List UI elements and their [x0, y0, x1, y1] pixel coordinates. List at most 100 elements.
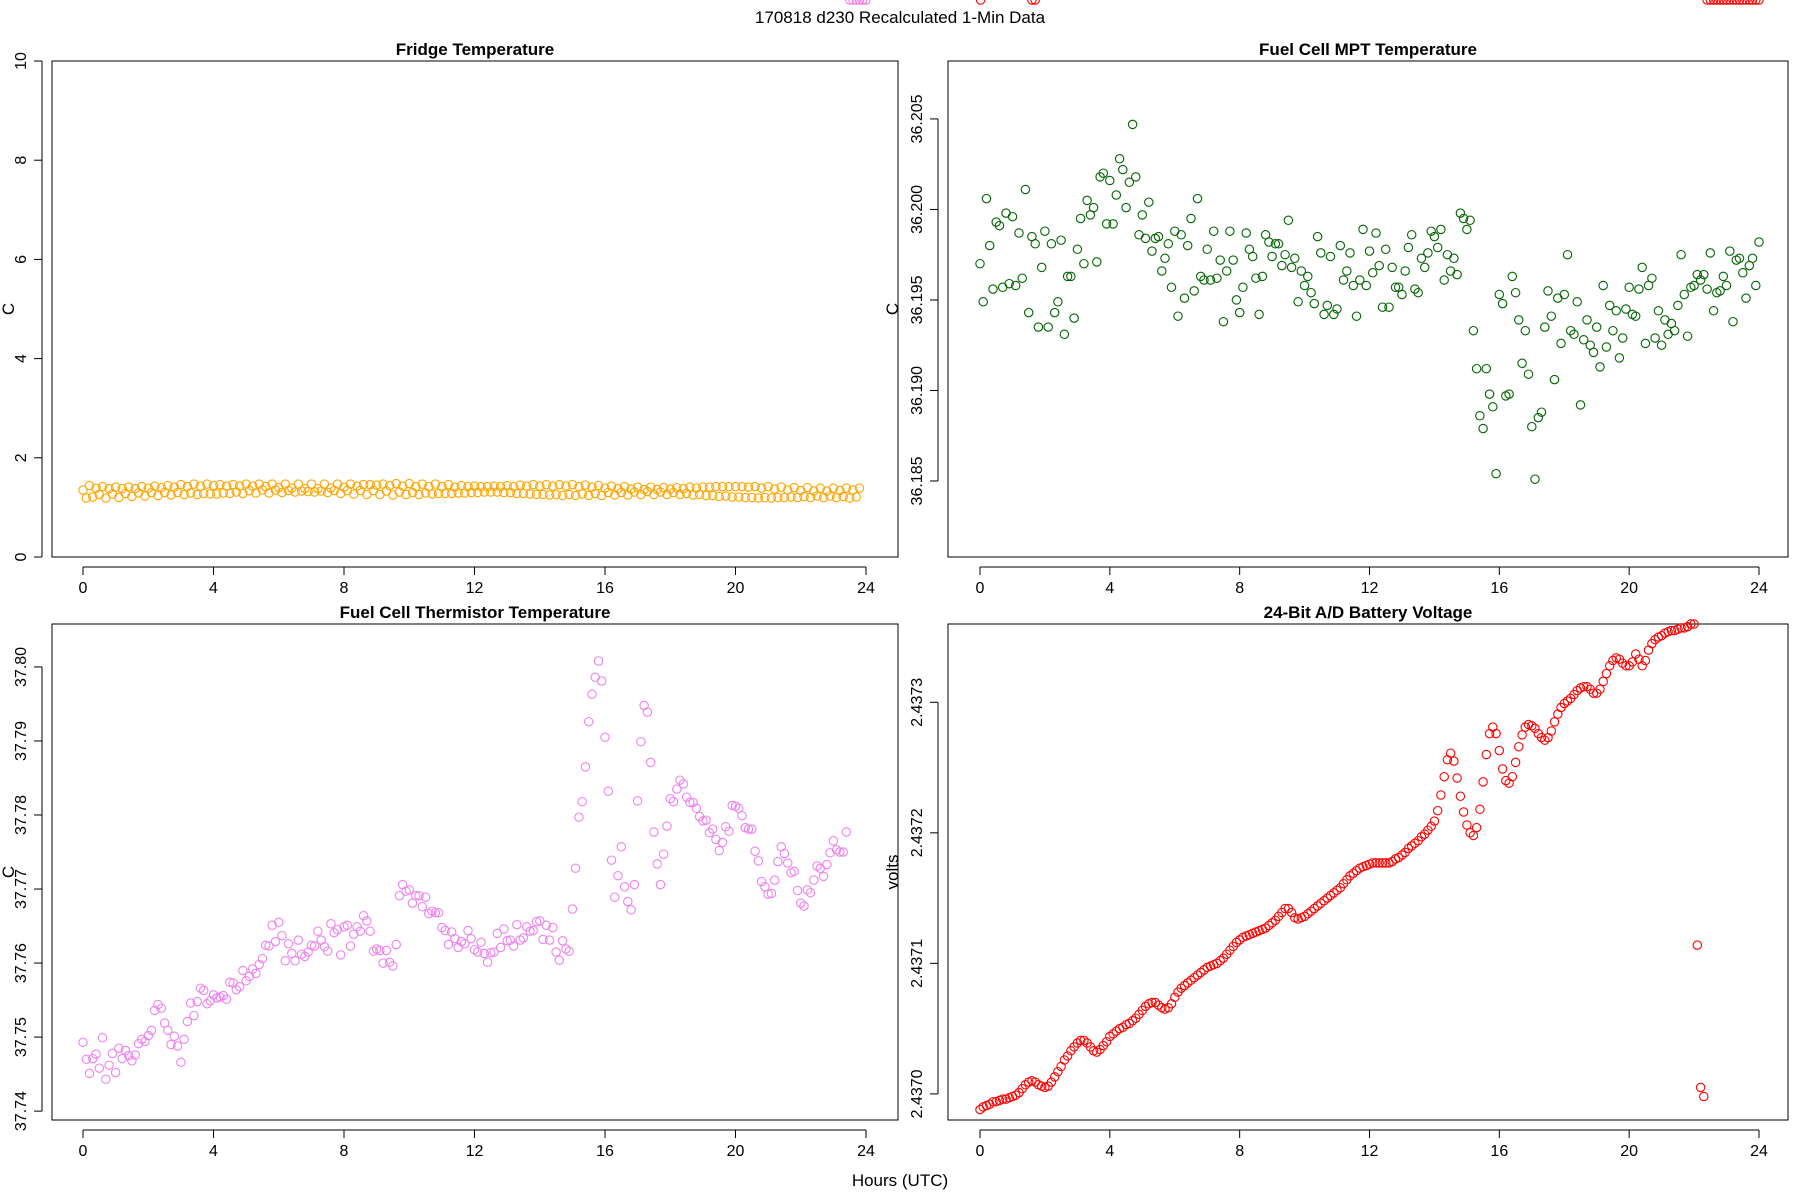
data-point — [1630, 311, 1641, 321]
data-point — [701, 815, 711, 825]
data-point — [1182, 978, 1193, 988]
data-point — [1062, 271, 1073, 282]
data-point — [280, 956, 291, 966]
data-point — [1306, 906, 1316, 916]
data-point — [1582, 681, 1592, 692]
data-point — [1277, 260, 1287, 271]
data-point — [1617, 658, 1628, 668]
data-point — [1056, 235, 1066, 245]
data-point — [528, 925, 538, 936]
data-point — [825, 848, 835, 858]
data-point — [541, 920, 552, 931]
data-point — [231, 487, 242, 497]
data-point — [580, 762, 591, 772]
data-point — [476, 481, 486, 492]
data-point — [231, 984, 242, 995]
data-point — [681, 792, 692, 802]
data-point — [1231, 295, 1242, 305]
data-point — [1160, 253, 1170, 264]
data-point — [101, 1074, 111, 1085]
data-point — [182, 1016, 193, 1027]
data-point — [786, 492, 796, 502]
data-point — [1676, 249, 1686, 260]
data-point — [1371, 858, 1381, 868]
data-point — [257, 485, 268, 495]
data-point — [544, 490, 555, 500]
data-point — [711, 834, 721, 845]
data-point — [1023, 307, 1034, 318]
data-point — [140, 1036, 150, 1047]
data-point — [156, 482, 167, 493]
data-points — [78, 0, 871, 503]
data-point — [440, 925, 450, 936]
data-point — [378, 958, 388, 968]
x-tick-label: 4 — [1105, 1143, 1114, 1160]
data-point — [841, 827, 852, 837]
x-tick-label: 24 — [1750, 1143, 1768, 1160]
data-point — [698, 482, 708, 492]
data-point — [1296, 266, 1307, 276]
data-point — [326, 919, 336, 929]
data-point — [1728, 0, 1738, 5]
data-point — [763, 481, 773, 492]
data-point — [616, 487, 627, 498]
data-point — [345, 941, 356, 951]
data-point — [1540, 322, 1550, 332]
x-tick-label: 16 — [596, 580, 614, 597]
figure-title: 170818 d230 Recalculated 1-Min Data — [755, 8, 1046, 27]
data-point — [1452, 773, 1462, 783]
data-point — [1643, 645, 1654, 655]
data-point — [724, 826, 734, 837]
data-point — [1630, 649, 1641, 659]
data-point — [675, 489, 685, 500]
x-tick-label: 8 — [340, 1143, 349, 1160]
data-point — [809, 875, 819, 885]
data-point — [564, 489, 574, 500]
data-point — [290, 956, 300, 966]
data-point — [707, 824, 718, 834]
data-point — [238, 488, 248, 499]
data-point — [1403, 843, 1414, 854]
data-point — [482, 481, 493, 492]
data-point — [1702, 0, 1712, 5]
data-point — [417, 902, 428, 912]
data-point — [766, 493, 777, 503]
data-point — [1413, 287, 1423, 298]
y-tick-label: 37.75 — [13, 1017, 30, 1057]
data-point — [1212, 958, 1222, 969]
data-point — [981, 193, 992, 204]
data-point — [1689, 619, 1699, 629]
y-tick-label: 37.78 — [13, 795, 30, 835]
data-point — [1673, 300, 1683, 311]
data-point — [192, 489, 202, 500]
data-point — [169, 1031, 180, 1042]
data-point — [1559, 289, 1570, 300]
data-point — [1588, 347, 1599, 358]
data-point — [1445, 748, 1456, 758]
data-point — [394, 890, 405, 901]
data-point — [1445, 266, 1456, 276]
data-point — [433, 907, 444, 918]
data-point — [1608, 325, 1618, 336]
data-point — [1290, 253, 1300, 264]
data-point — [495, 481, 506, 492]
data-point — [1072, 244, 1083, 255]
data-point — [1264, 920, 1274, 931]
data-point — [1692, 940, 1703, 950]
data-point — [283, 939, 294, 949]
data-point — [404, 478, 415, 489]
data-point — [1163, 239, 1174, 249]
data-point — [78, 1037, 88, 1048]
data-point — [153, 490, 163, 501]
data-point — [1212, 273, 1222, 283]
data-point — [192, 996, 202, 1007]
data-point — [525, 489, 535, 499]
data-point — [1455, 791, 1466, 802]
data-point — [1007, 211, 1018, 222]
data-point — [515, 480, 525, 490]
data-point — [818, 871, 829, 882]
data-point — [257, 953, 268, 964]
data-point — [176, 1057, 186, 1068]
data-point — [528, 479, 538, 490]
data-point — [1316, 898, 1326, 909]
